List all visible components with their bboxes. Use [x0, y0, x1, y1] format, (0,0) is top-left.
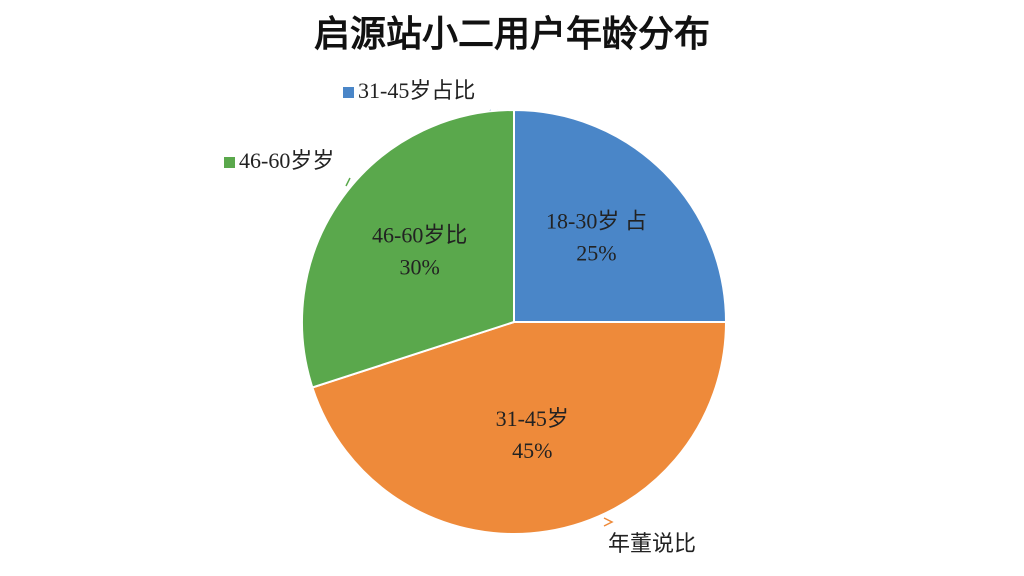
legend-swatch	[224, 157, 235, 168]
chart-title: 启源站小二用户年龄分布	[314, 14, 710, 55]
pie-slice	[301, 108, 515, 389]
legend-label: 46-60岁岁	[239, 148, 334, 173]
slice-value-label: 30%	[400, 255, 440, 280]
annotation: 年董说比	[608, 532, 696, 557]
pie-slice	[513, 108, 728, 323]
slice-value-label: 25%	[576, 241, 616, 266]
slice-label: 18-30岁 占	[546, 209, 647, 234]
pie-slice	[311, 321, 728, 535]
legend-swatch	[343, 87, 354, 98]
slice-label: 46-60岁比	[372, 223, 467, 248]
legend-label: 31-45岁占比	[358, 78, 475, 103]
slice-value-label: 45%	[512, 438, 552, 463]
slice-label: 31-45岁	[496, 406, 569, 431]
legend-arrow	[345, 177, 351, 187]
annotation-arrow	[603, 517, 614, 527]
